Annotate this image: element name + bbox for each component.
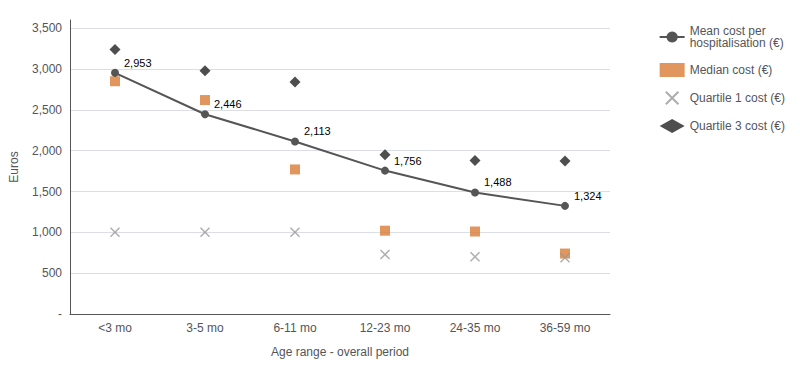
svg-text:1,756: 1,756 — [394, 155, 422, 167]
svg-text:2,500: 2,500 — [32, 103, 62, 117]
svg-text:3,000: 3,000 — [32, 62, 62, 76]
svg-text:<3 mo: <3 mo — [98, 321, 132, 335]
svg-text:500: 500 — [42, 266, 62, 280]
svg-text:Euros: Euros — [7, 151, 21, 182]
svg-text:36-59 mo: 36-59 mo — [540, 321, 591, 335]
svg-text:3-5 mo: 3-5 mo — [186, 321, 224, 335]
svg-text:Age range - overall period: Age range - overall period — [271, 345, 409, 359]
svg-text:24-35 mo: 24-35 mo — [450, 321, 501, 335]
svg-text:Quartile 3 cost (€): Quartile 3 cost (€) — [690, 119, 785, 133]
svg-text:2,000: 2,000 — [32, 144, 62, 158]
svg-text:1,488: 1,488 — [484, 176, 512, 188]
svg-text:1,324: 1,324 — [574, 190, 602, 202]
svg-text:6-11 mo: 6-11 mo — [273, 321, 316, 335]
svg-text:hospitalisation (€): hospitalisation (€) — [690, 36, 784, 50]
svg-text:3,500: 3,500 — [32, 21, 62, 35]
svg-text:2,113: 2,113 — [304, 125, 331, 137]
svg-text:Median cost (€): Median cost (€) — [690, 63, 773, 77]
svg-text:1,500: 1,500 — [32, 185, 62, 199]
svg-text:-: - — [58, 307, 62, 321]
svg-text:1,000: 1,000 — [32, 225, 62, 239]
svg-text:Mean cost per: Mean cost per — [689, 24, 766, 38]
svg-text:12-23 mo: 12-23 mo — [360, 321, 411, 335]
svg-text:2,446: 2,446 — [214, 98, 242, 110]
svg-text:Quartile 1 cost (€): Quartile 1 cost (€) — [690, 91, 785, 105]
svg-text:2,953: 2,953 — [124, 57, 152, 69]
